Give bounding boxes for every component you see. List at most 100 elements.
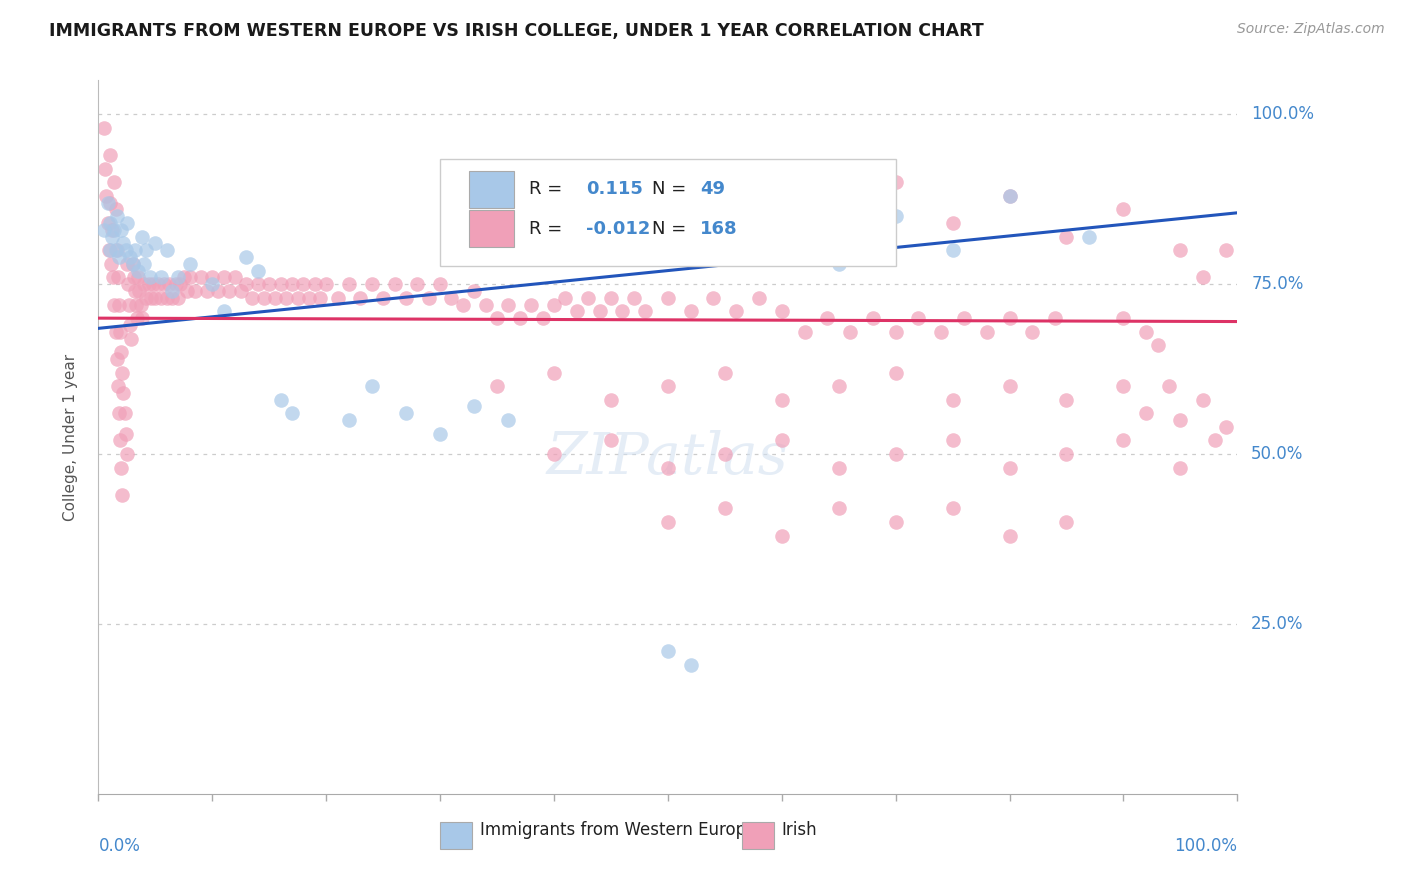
- Point: [418, 291, 440, 305]
- Text: 0.0%: 0.0%: [98, 837, 141, 855]
- Point: [93, 120, 115, 135]
- Point: [98, 216, 121, 230]
- Point: [1170, 243, 1192, 257]
- Point: [679, 304, 702, 318]
- Point: [124, 284, 146, 298]
- Point: [337, 413, 360, 427]
- Point: [395, 406, 418, 420]
- Point: [679, 657, 702, 672]
- Point: [98, 243, 121, 257]
- Point: [793, 161, 815, 176]
- Point: [498, 297, 520, 311]
- Text: 50.0%: 50.0%: [1251, 445, 1303, 463]
- Text: N =: N =: [652, 219, 692, 237]
- Point: [1204, 434, 1226, 448]
- Point: [150, 270, 173, 285]
- Point: [384, 277, 406, 292]
- Point: [162, 291, 184, 305]
- Point: [770, 304, 793, 318]
- FancyBboxPatch shape: [468, 211, 515, 247]
- Point: [176, 284, 198, 298]
- Point: [150, 291, 173, 305]
- Point: [565, 304, 588, 318]
- Point: [114, 426, 136, 441]
- Point: [884, 447, 907, 461]
- Text: 100.0%: 100.0%: [1174, 837, 1237, 855]
- Point: [96, 216, 118, 230]
- Point: [169, 277, 191, 292]
- Point: [246, 263, 269, 277]
- Point: [270, 277, 292, 292]
- Point: [110, 223, 132, 237]
- Point: [103, 270, 125, 285]
- Text: R =: R =: [529, 219, 568, 237]
- Point: [315, 277, 337, 292]
- Text: -0.012: -0.012: [586, 219, 650, 237]
- Point: [1170, 413, 1192, 427]
- Point: [714, 447, 737, 461]
- Text: 75.0%: 75.0%: [1251, 275, 1303, 293]
- Point: [121, 257, 143, 271]
- Point: [167, 291, 190, 305]
- Point: [101, 229, 124, 244]
- Point: [115, 216, 138, 230]
- Point: [371, 291, 394, 305]
- Point: [1021, 325, 1043, 339]
- Point: [815, 311, 838, 326]
- Point: [349, 291, 371, 305]
- Point: [612, 304, 634, 318]
- Point: [543, 366, 565, 380]
- Point: [623, 291, 645, 305]
- Text: 25.0%: 25.0%: [1251, 615, 1303, 633]
- Point: [828, 379, 851, 393]
- Point: [298, 291, 321, 305]
- Point: [884, 175, 907, 189]
- Point: [929, 325, 952, 339]
- Point: [714, 501, 737, 516]
- Point: [884, 325, 907, 339]
- Text: N =: N =: [652, 180, 692, 198]
- Point: [554, 291, 576, 305]
- Point: [1135, 325, 1157, 339]
- Point: [125, 297, 148, 311]
- Text: Immigrants from Western Europe: Immigrants from Western Europe: [479, 821, 756, 838]
- Point: [770, 175, 793, 189]
- Point: [657, 644, 679, 658]
- Point: [942, 501, 965, 516]
- Point: [1078, 229, 1101, 244]
- Point: [657, 515, 679, 529]
- Point: [304, 277, 326, 292]
- Point: [520, 297, 543, 311]
- Point: [463, 284, 485, 298]
- Point: [162, 284, 184, 298]
- Point: [110, 345, 132, 359]
- Point: [252, 291, 274, 305]
- Point: [576, 291, 599, 305]
- Point: [173, 270, 195, 285]
- Point: [105, 209, 128, 223]
- Point: [360, 379, 382, 393]
- Point: [122, 270, 145, 285]
- Y-axis label: College, Under 1 year: College, Under 1 year: [63, 353, 77, 521]
- Point: [153, 277, 176, 292]
- Point: [998, 189, 1021, 203]
- Point: [440, 291, 463, 305]
- Point: [195, 284, 218, 298]
- Point: [157, 277, 180, 292]
- Point: [360, 277, 382, 292]
- Text: Irish: Irish: [782, 821, 817, 838]
- Point: [1043, 311, 1066, 326]
- Point: [97, 243, 120, 257]
- Point: [118, 297, 141, 311]
- Point: [714, 366, 737, 380]
- Point: [115, 447, 138, 461]
- Point: [108, 297, 131, 311]
- Point: [101, 223, 124, 237]
- Point: [259, 277, 281, 292]
- Point: [127, 311, 149, 326]
- Point: [309, 291, 332, 305]
- Point: [1054, 447, 1078, 461]
- Point: [218, 284, 240, 298]
- Point: [246, 277, 269, 292]
- Point: [884, 366, 907, 380]
